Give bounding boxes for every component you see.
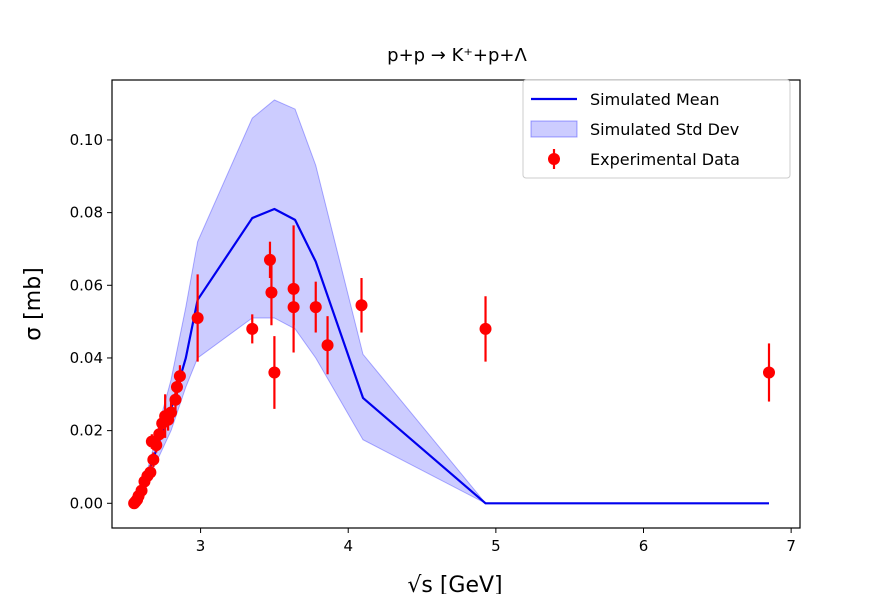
- axes-frame: [111, 79, 801, 529]
- data-point-17: [170, 381, 183, 394]
- data-point-21: [263, 253, 276, 266]
- y-tick-label-0.06: 0.06: [70, 276, 103, 294]
- y-tick-label-0.02: 0.02: [70, 422, 103, 440]
- std-dev-band: [134, 99, 769, 504]
- legend-data-marker: [548, 153, 560, 165]
- plot-area: [128, 99, 775, 510]
- y-tick-label-0.10: 0.10: [70, 131, 103, 149]
- data-point-29: [479, 322, 492, 335]
- std-dev-band-upper-edge: [133, 99, 769, 504]
- data-point-23: [268, 366, 281, 379]
- chart-title: p+p → K⁺+p+Λ: [387, 45, 527, 66]
- data-point-18: [173, 370, 186, 383]
- data-point-15: [165, 406, 178, 419]
- legend-std-swatch: [530, 120, 578, 138]
- y-tick-label-0.04: 0.04: [70, 349, 103, 367]
- data-point-25: [287, 301, 300, 314]
- legend: Simulated Mean Simulated Std Dev Experim…: [522, 79, 791, 179]
- x-axis-ticks: 3 4 5 6 7: [196, 528, 796, 555]
- x-tick-label-5: 5: [491, 537, 501, 555]
- legend-box: [522, 79, 791, 179]
- data-point-4: [135, 484, 148, 497]
- legend-std-label: Simulated Std Dev: [590, 120, 739, 139]
- data-point-11: [153, 428, 166, 441]
- x-tick-label-4: 4: [343, 537, 353, 555]
- data-point-22: [265, 286, 278, 299]
- data-point-30: [762, 366, 775, 379]
- legend-data-label: Experimental Data: [590, 150, 740, 169]
- data-point-20: [246, 322, 259, 335]
- y-axis-ticks: 0.00 0.02 0.04 0.06 0.08 0.10: [70, 131, 112, 512]
- x-tick-label-7: 7: [786, 537, 796, 555]
- data-point-10: [150, 439, 163, 452]
- data-point-16: [169, 393, 182, 406]
- data-point-8: [147, 453, 160, 466]
- x-axis-label: √s [GeV]: [407, 573, 502, 594]
- y-axis-label: σ [mb]: [21, 267, 46, 341]
- data-point-28: [355, 299, 368, 312]
- data-point-7: [144, 466, 157, 479]
- experimental-data-points: [128, 225, 775, 510]
- legend-mean-label: Simulated Mean: [590, 90, 720, 109]
- data-point-27: [321, 339, 334, 352]
- y-tick-label-0.00: 0.00: [70, 494, 103, 512]
- x-tick-label-3: 3: [196, 537, 206, 555]
- data-point-19: [191, 311, 204, 324]
- x-tick-label-6: 6: [639, 537, 649, 555]
- data-point-26: [309, 301, 322, 314]
- y-tick-label-0.08: 0.08: [70, 204, 103, 222]
